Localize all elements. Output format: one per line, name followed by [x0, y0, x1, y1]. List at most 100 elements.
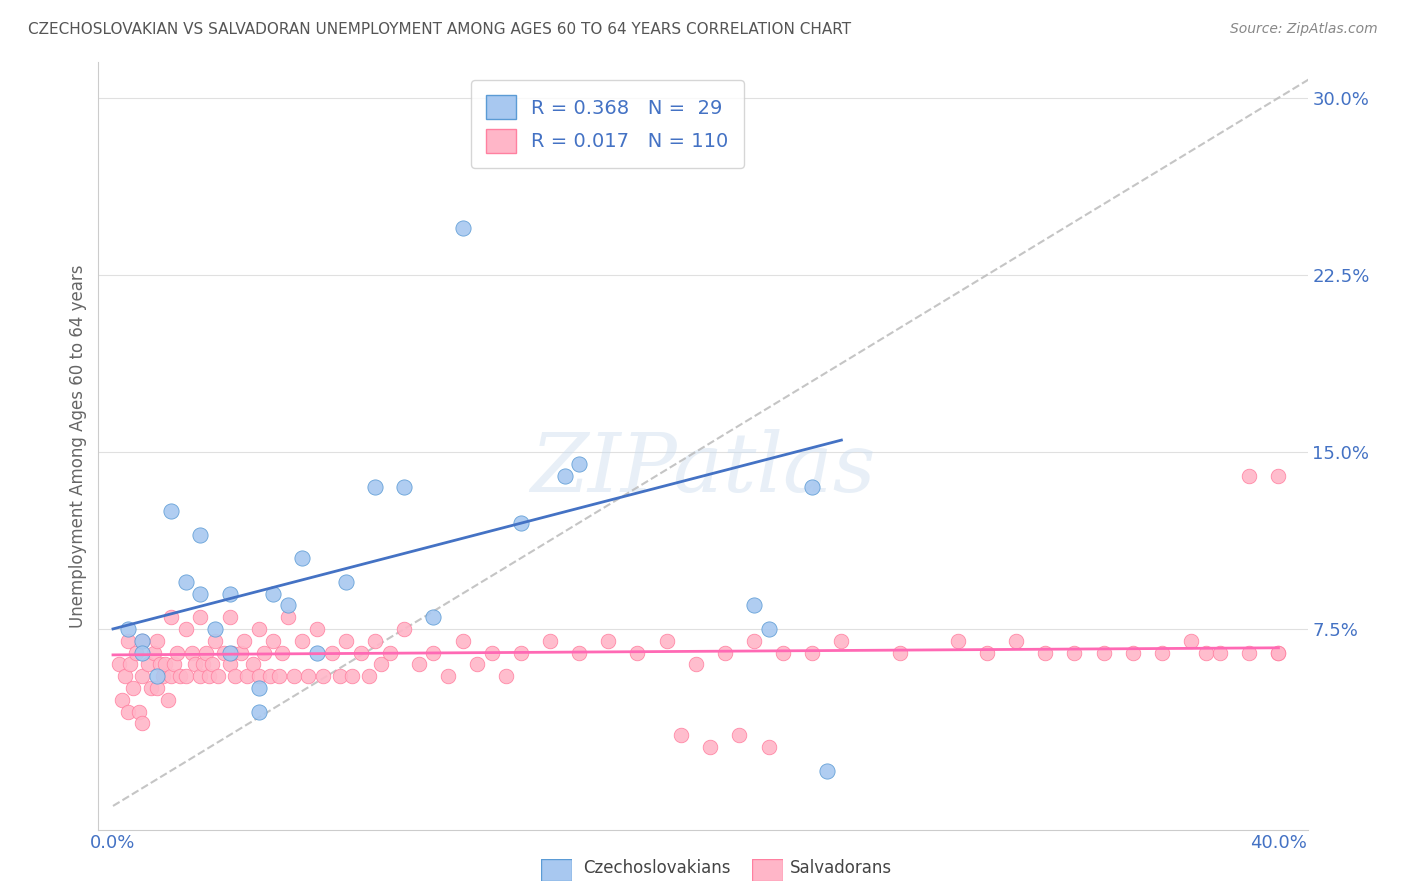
Point: [1239, 468, 1261, 483]
Point: [259, 669, 281, 683]
Point: [422, 610, 444, 624]
Point: [247, 681, 270, 695]
Point: [190, 527, 212, 541]
Point: [253, 646, 276, 660]
Point: [218, 646, 240, 660]
Point: [198, 669, 221, 683]
Point: [1239, 646, 1261, 660]
Point: [758, 622, 780, 636]
Point: [155, 657, 177, 672]
Text: Source: ZipAtlas.com: Source: ZipAtlas.com: [1230, 22, 1378, 37]
Point: [481, 646, 503, 660]
Point: [1092, 646, 1115, 660]
Point: [1267, 646, 1289, 660]
Point: [394, 622, 416, 636]
Point: [152, 669, 174, 683]
Point: [145, 681, 167, 695]
Point: [655, 633, 678, 648]
Point: [451, 220, 474, 235]
Point: [201, 657, 224, 672]
Point: [224, 669, 246, 683]
Point: [169, 669, 191, 683]
Point: [495, 669, 517, 683]
Point: [160, 504, 183, 518]
Point: [111, 692, 134, 706]
Point: [772, 646, 794, 660]
FancyBboxPatch shape: [752, 859, 783, 881]
Point: [125, 646, 148, 660]
Point: [568, 646, 591, 660]
Point: [149, 657, 172, 672]
Point: [277, 610, 299, 624]
Point: [163, 657, 186, 672]
Point: [685, 657, 707, 672]
Text: ZIPatlas: ZIPatlas: [530, 429, 876, 509]
Point: [364, 480, 387, 494]
Point: [117, 622, 139, 636]
Point: [451, 633, 474, 648]
Point: [801, 646, 824, 660]
Point: [312, 669, 335, 683]
Point: [714, 646, 737, 660]
Point: [247, 705, 270, 719]
Point: [204, 633, 226, 648]
Point: [114, 669, 136, 683]
Point: [465, 657, 488, 672]
Text: Salvadorans: Salvadorans: [790, 859, 893, 877]
Point: [271, 646, 294, 660]
Point: [335, 633, 357, 648]
Point: [231, 646, 253, 660]
Point: [183, 657, 205, 672]
Point: [180, 646, 202, 660]
Point: [408, 657, 430, 672]
Point: [221, 646, 243, 660]
Point: [117, 705, 139, 719]
Point: [136, 657, 159, 672]
Point: [305, 622, 328, 636]
Point: [538, 633, 561, 648]
Point: [267, 669, 290, 683]
Point: [509, 646, 531, 660]
Y-axis label: Unemployment Among Ages 60 to 64 years: Unemployment Among Ages 60 to 64 years: [69, 264, 87, 628]
Point: [117, 633, 139, 648]
Point: [131, 716, 153, 731]
Point: [131, 633, 153, 648]
Point: [1033, 646, 1056, 660]
Point: [554, 468, 576, 483]
Point: [350, 646, 373, 660]
Point: [1005, 633, 1028, 648]
Point: [247, 669, 270, 683]
Point: [218, 586, 240, 600]
Point: [174, 622, 197, 636]
Point: [699, 739, 721, 754]
Point: [370, 657, 392, 672]
Point: [437, 669, 460, 683]
Point: [236, 669, 259, 683]
Point: [509, 516, 531, 530]
Text: CZECHOSLOVAKIAN VS SALVADORAN UNEMPLOYMENT AMONG AGES 60 TO 64 YEARS CORRELATION: CZECHOSLOVAKIAN VS SALVADORAN UNEMPLOYME…: [28, 22, 851, 37]
Point: [262, 633, 284, 648]
Point: [233, 633, 256, 648]
Point: [139, 681, 162, 695]
Point: [247, 622, 270, 636]
Point: [889, 646, 911, 660]
Point: [207, 669, 229, 683]
Point: [815, 764, 838, 778]
Point: [291, 633, 314, 648]
Point: [422, 646, 444, 660]
Point: [1267, 468, 1289, 483]
Point: [193, 657, 215, 672]
Point: [1122, 646, 1144, 660]
Point: [364, 633, 387, 648]
Point: [145, 633, 167, 648]
Point: [157, 692, 180, 706]
Point: [378, 646, 401, 660]
Point: [321, 646, 343, 660]
Point: [204, 622, 226, 636]
Point: [801, 480, 824, 494]
Point: [160, 669, 183, 683]
Point: [218, 657, 240, 672]
Point: [128, 705, 150, 719]
Point: [742, 599, 765, 613]
Point: [830, 633, 852, 648]
